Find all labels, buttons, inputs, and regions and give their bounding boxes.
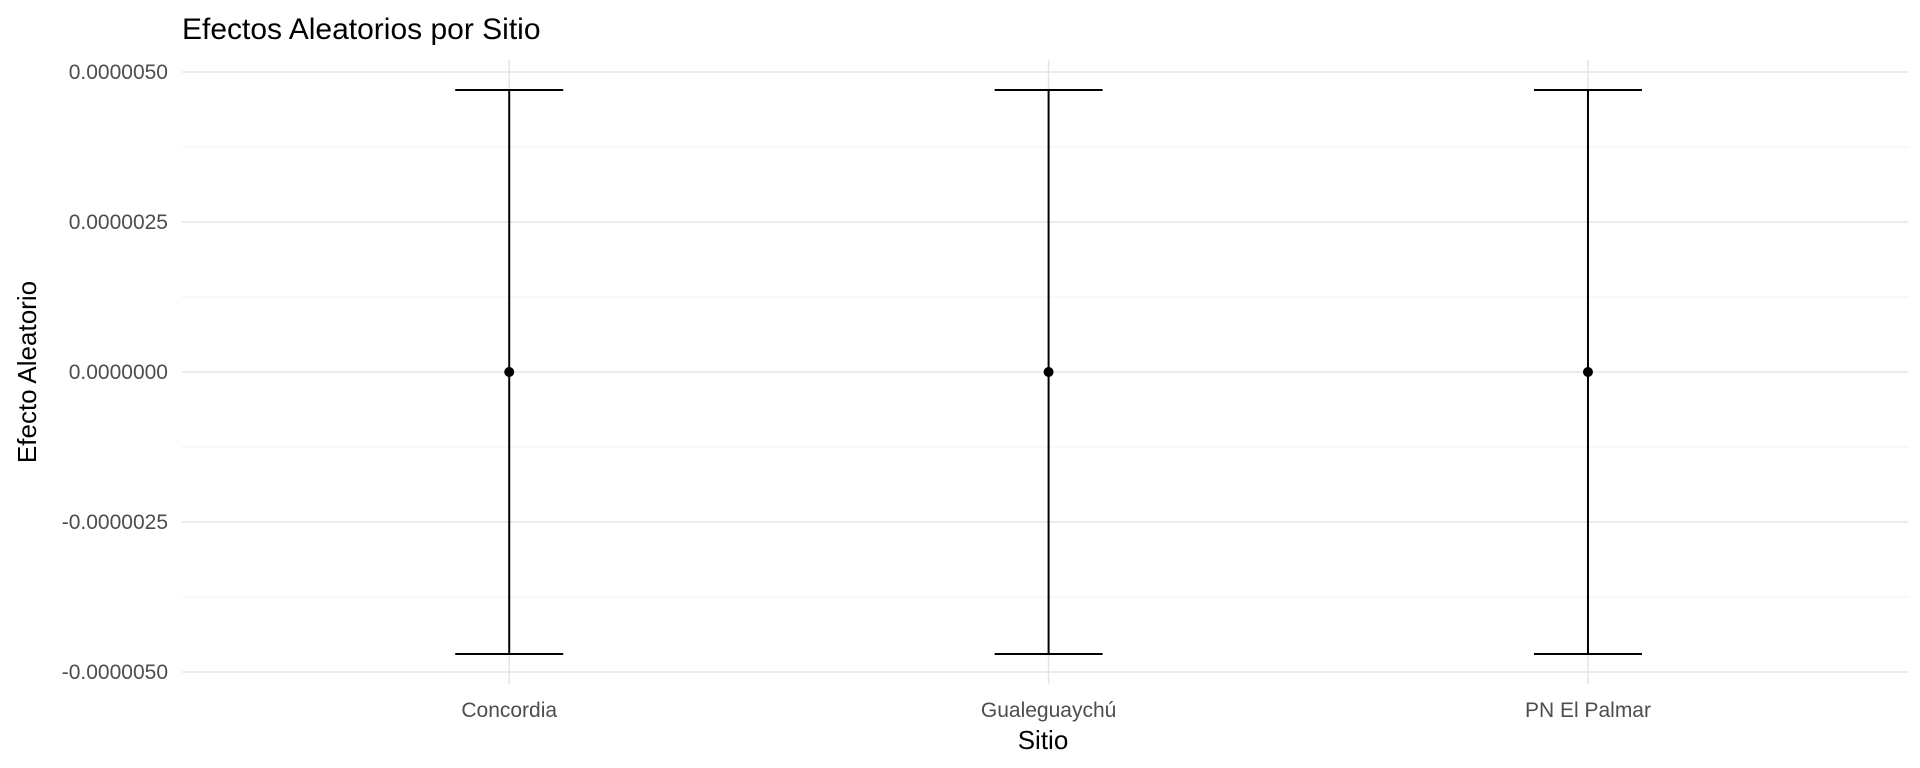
estimate-point (1582, 367, 1593, 377)
y-tick-label: 0.0000025 (69, 211, 168, 234)
y-axis-ticks: -0.0000050 -0.0000025 0.0000000 0.0000025 0.… (62, 61, 168, 684)
x-axis-ticks: Concordia Gualeguaychú PN El Palmar (461, 699, 1651, 722)
x-tick-label: Gualeguaychú (981, 699, 1116, 722)
estimate-point (504, 367, 515, 377)
y-tick-label: -0.0000025 (62, 511, 168, 534)
y-tick-label: -0.0000050 (62, 661, 168, 684)
error-bar-1 (994, 89, 1103, 655)
y-axis-title: Efecto Aleatorio (12, 281, 42, 463)
x-tick-label: PN El Palmar (1525, 699, 1651, 722)
x-axis-title: Sitio (1018, 725, 1069, 755)
estimate-point (1043, 367, 1054, 377)
y-tick-label: 0.0000000 (69, 361, 168, 384)
error-bar-2 (1533, 89, 1642, 655)
error-bar-0 (455, 89, 564, 655)
y-tick-label: 0.0000050 (69, 61, 168, 84)
x-tick-label: Concordia (461, 699, 557, 722)
error-bars (455, 89, 1642, 655)
chart-title: Efectos Aleatorios por Sitio (182, 13, 541, 46)
